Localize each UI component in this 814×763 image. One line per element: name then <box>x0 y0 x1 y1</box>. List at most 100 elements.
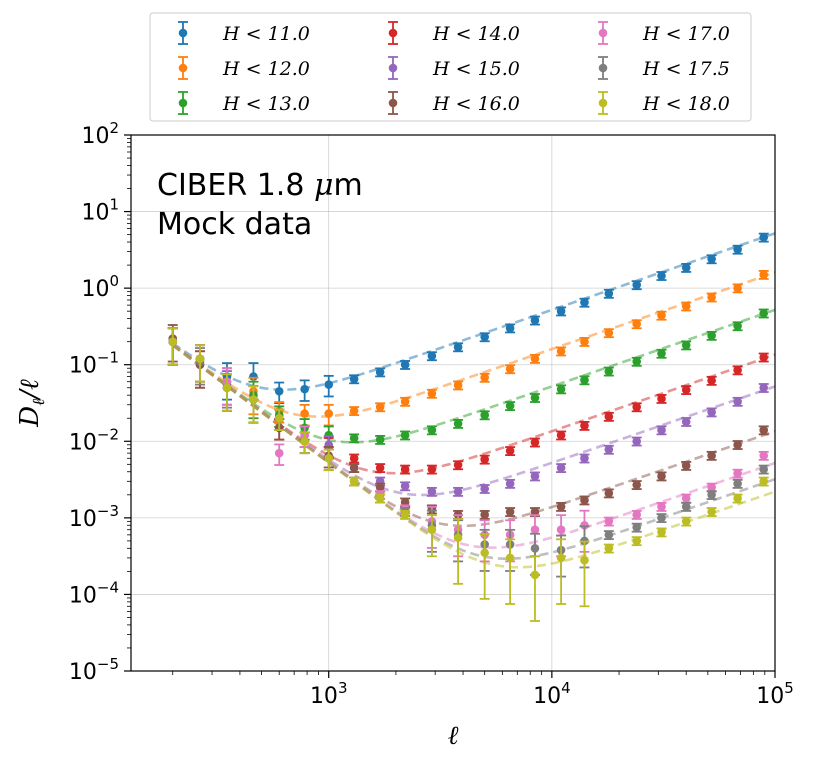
data-point <box>681 517 691 526</box>
data-point <box>556 430 566 440</box>
data-point <box>505 553 515 563</box>
data-point <box>604 488 614 498</box>
data-point <box>707 376 716 385</box>
plot-frame <box>130 134 776 672</box>
y-tick-label: 10−2 <box>69 425 119 455</box>
data-point <box>324 380 334 389</box>
data-point <box>707 407 716 417</box>
data-point <box>556 525 566 535</box>
data-point <box>480 455 489 464</box>
data-point <box>604 530 614 540</box>
data-point <box>681 502 691 511</box>
fit-line <box>171 344 776 475</box>
legend-entry: H < 13.0 <box>222 93 310 115</box>
annotation-line-1: CIBER 1.8 μm <box>157 168 363 203</box>
data-point <box>733 321 742 331</box>
data-point <box>274 386 284 396</box>
data-point <box>427 525 437 535</box>
data-point <box>505 507 515 517</box>
data-point <box>505 364 515 374</box>
data-point <box>604 412 614 421</box>
data-point <box>632 536 641 546</box>
y-tick-label: 10−1 <box>69 349 119 379</box>
data-point <box>375 367 385 377</box>
data-point <box>681 263 691 272</box>
data-point <box>400 397 410 406</box>
y-tick-label: 100 <box>81 272 119 302</box>
data-point <box>707 490 716 500</box>
data-point <box>759 425 769 435</box>
data-point <box>733 397 742 406</box>
x-tick-label: 105 <box>756 679 794 709</box>
data-point <box>480 484 489 494</box>
data-point <box>733 365 742 375</box>
data-point <box>349 453 359 463</box>
legend-marker <box>178 28 188 38</box>
svg-text:Dℓ/ℓ: Dℓ/ℓ <box>15 379 49 428</box>
legend-entry: H < 15.0 <box>432 58 520 80</box>
data-point <box>580 298 589 307</box>
data-point <box>349 463 359 473</box>
data-point <box>681 417 691 427</box>
data-point <box>759 233 769 242</box>
data-point <box>453 487 463 496</box>
data-point <box>580 421 589 430</box>
data-point <box>632 523 641 532</box>
data-point <box>530 507 540 517</box>
data-point <box>604 544 614 553</box>
data-point <box>530 570 540 580</box>
data-point <box>681 340 691 350</box>
data-point <box>580 453 589 463</box>
data-point <box>707 292 716 302</box>
data-point <box>324 409 334 418</box>
data-point <box>759 383 769 393</box>
legend-entry: H < 16.0 <box>432 93 520 115</box>
data-point <box>604 328 614 338</box>
data-point <box>733 479 742 488</box>
data-point <box>195 354 205 363</box>
legend-marker <box>388 98 398 108</box>
legend: H < 11.0 H < 12.0 H < 13.0 H < 14.0 H < 15.0… <box>149 12 752 122</box>
fit-line <box>171 344 776 528</box>
data-point <box>249 395 258 404</box>
legend-entry: H < 17.0 <box>642 23 730 45</box>
x-axis-label: ℓ <box>448 721 459 751</box>
legend-entry: H < 17.5 <box>642 58 730 80</box>
data-point <box>530 544 540 553</box>
data-point <box>604 517 614 526</box>
data-point <box>580 495 589 505</box>
y-tick-label: 10−5 <box>69 655 119 685</box>
data-point <box>530 471 540 481</box>
legend-marker <box>598 98 608 108</box>
data-point <box>505 323 515 333</box>
data-point <box>657 527 666 537</box>
data-point <box>480 410 489 420</box>
data-point <box>632 510 641 519</box>
data-point <box>400 465 410 474</box>
legend-frame <box>149 12 752 122</box>
data-point <box>657 311 666 320</box>
data-point <box>530 354 540 363</box>
data-point <box>453 380 463 390</box>
data-point <box>556 306 566 316</box>
data-point <box>657 471 666 481</box>
data-point <box>400 360 410 370</box>
data-point <box>759 451 769 460</box>
data-point <box>759 308 769 318</box>
fit-lines <box>171 232 776 569</box>
data-point <box>657 271 666 281</box>
data-point <box>632 357 641 366</box>
fit-line <box>171 344 776 569</box>
fit-line <box>172 232 776 392</box>
data-point <box>707 507 716 517</box>
data-point <box>349 433 359 443</box>
data-point <box>556 384 566 394</box>
data-point <box>480 373 489 382</box>
data-point <box>733 494 742 503</box>
data-point <box>480 548 489 558</box>
fit-line <box>171 344 776 549</box>
legend-marker <box>598 63 608 73</box>
data-point <box>681 461 691 470</box>
